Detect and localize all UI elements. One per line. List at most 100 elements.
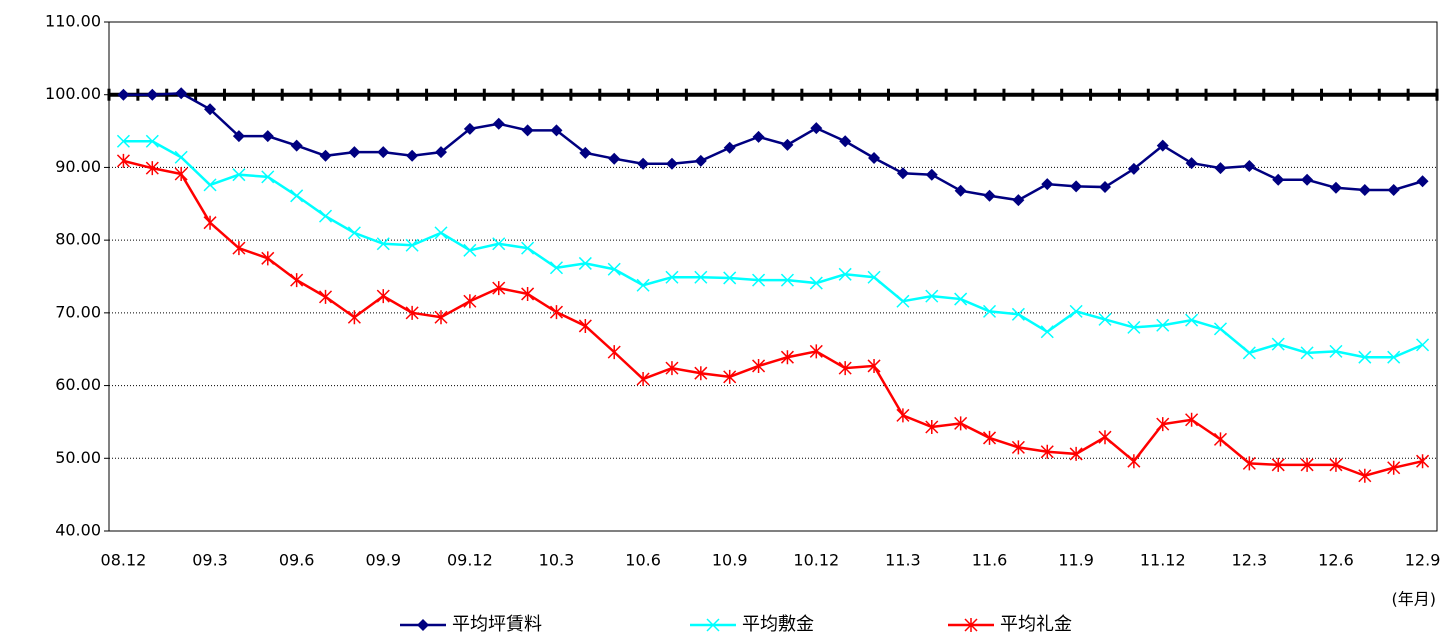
- x-tick-label: 10.6: [625, 551, 661, 570]
- point: [868, 151, 881, 164]
- marker-cross: [1127, 320, 1141, 334]
- point: [116, 134, 130, 148]
- point: [1242, 346, 1256, 360]
- x-tick-label: 08.12: [101, 551, 147, 570]
- point: [1185, 157, 1198, 170]
- point: [492, 237, 506, 251]
- marker-diamond: [781, 138, 794, 151]
- marker-cross: [1300, 346, 1314, 360]
- marker-cross: [492, 237, 506, 251]
- marker-cross: [521, 241, 535, 255]
- point: [1213, 322, 1228, 336]
- marker-cross: [1213, 322, 1228, 336]
- marker-cross: [1358, 468, 1372, 483]
- point: [1156, 139, 1169, 152]
- marker-diamond: [896, 167, 909, 180]
- marker-diamond: [1387, 183, 1400, 196]
- marker-cross: [434, 310, 448, 325]
- x-tick-label: 12.3: [1232, 551, 1268, 570]
- point: [665, 361, 679, 376]
- marker-diamond: [1070, 180, 1083, 193]
- marker-diamond: [377, 146, 390, 159]
- x-tick-label: 10.9: [712, 551, 748, 570]
- point: [1213, 432, 1228, 447]
- marker-cross: [116, 134, 130, 148]
- marker-cross: [1300, 457, 1314, 472]
- marker-cross: [1213, 432, 1228, 447]
- marker-diamond: [146, 88, 159, 101]
- marker-cross: [867, 358, 881, 373]
- point: [406, 149, 419, 162]
- marker-cross: [1416, 454, 1430, 469]
- marker-cross: [1242, 456, 1256, 471]
- marker-cross: [636, 278, 650, 292]
- point: [1271, 337, 1285, 351]
- point: [405, 305, 419, 320]
- marker-diamond: [954, 184, 967, 197]
- marker-cross: [809, 276, 823, 290]
- marker-cross: [982, 430, 997, 445]
- marker-cross: [954, 292, 968, 306]
- point: [694, 366, 708, 381]
- marker-cross: [925, 420, 939, 435]
- point: [348, 146, 361, 159]
- point: [839, 135, 852, 148]
- marker-cross: [964, 618, 978, 632]
- x-tick-label: 09.9: [365, 551, 401, 570]
- marker-cross: [1040, 325, 1054, 339]
- point: [492, 117, 505, 130]
- point: [578, 318, 592, 333]
- point: [318, 209, 333, 223]
- point: [752, 358, 766, 373]
- marker-cross: [1271, 457, 1285, 472]
- point: [636, 278, 650, 292]
- marker-diamond: [810, 122, 823, 135]
- point: [636, 372, 650, 387]
- marker-cross: [607, 345, 621, 360]
- point: [1127, 320, 1141, 334]
- marker-cross: [636, 372, 650, 387]
- marker-diamond: [417, 619, 429, 631]
- point: [706, 618, 720, 632]
- marker-diamond: [232, 130, 245, 143]
- point: [1387, 350, 1401, 364]
- marker-cross: [145, 134, 159, 148]
- point: [723, 369, 737, 384]
- point: [896, 167, 909, 180]
- point: [1329, 344, 1343, 358]
- point: [1069, 304, 1083, 318]
- marker-diamond: [723, 141, 736, 154]
- point: [867, 358, 881, 373]
- point: [521, 124, 534, 137]
- point: [204, 103, 217, 116]
- marker-diamond: [1214, 162, 1227, 175]
- legend-label: 平均坪賃料: [452, 614, 542, 635]
- marker-cross: [752, 358, 766, 373]
- marker-diamond: [1041, 178, 1054, 191]
- marker-cross: [1185, 412, 1199, 427]
- marker-cross: [723, 271, 737, 285]
- marker-cross: [780, 350, 794, 365]
- point: [1099, 181, 1111, 194]
- series-line: [123, 159, 1423, 478]
- x-tick-label: 11.6: [972, 551, 1008, 570]
- marker-diamond: [1127, 162, 1140, 175]
- point: [1387, 183, 1400, 196]
- point: [549, 261, 564, 275]
- marker-cross: [521, 286, 535, 301]
- x-tick-label: 11.9: [1058, 551, 1094, 570]
- marker-diamond: [752, 130, 765, 143]
- marker-cross: [1387, 350, 1401, 364]
- marker-diamond: [1243, 159, 1256, 172]
- point: [116, 153, 130, 168]
- marker-cross: [1329, 457, 1343, 472]
- marker-diamond: [1329, 181, 1342, 194]
- marker-cross: [665, 270, 679, 284]
- marker-cross: [838, 361, 852, 376]
- y-tick-label: 50.00: [55, 448, 101, 467]
- point: [838, 267, 852, 281]
- point: [809, 344, 823, 359]
- marker-cross: [405, 305, 419, 320]
- marker-diamond: [521, 124, 534, 137]
